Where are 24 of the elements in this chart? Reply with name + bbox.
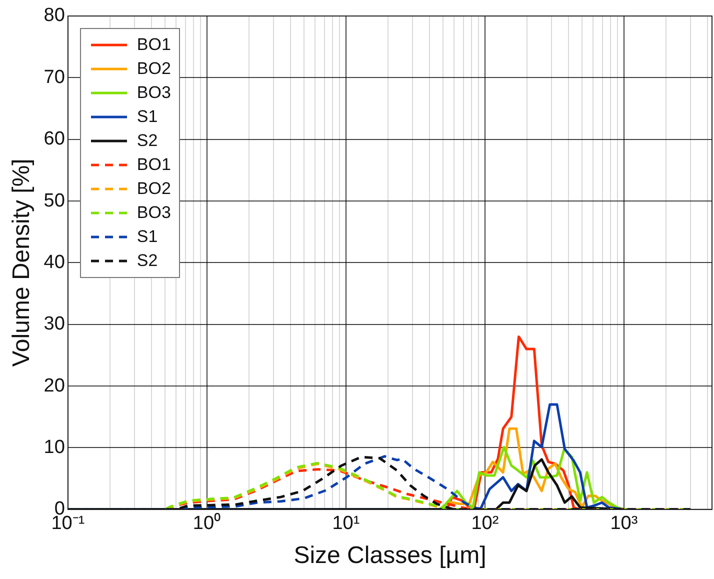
y-tick-label: 70 xyxy=(44,66,65,88)
y-tick-label: 20 xyxy=(44,375,65,396)
legend-label: BO3 xyxy=(136,83,171,103)
legend-label: BO3 xyxy=(136,203,171,223)
x-tick-label: 10¹ xyxy=(332,513,360,534)
legend-label: S1 xyxy=(136,107,158,127)
legend-label: S2 xyxy=(136,131,158,151)
y-tick-label: 40 xyxy=(44,252,65,273)
x-axis-title: Size Classes [µm] xyxy=(294,542,486,570)
y-axis-title: Volume Density [%] xyxy=(8,158,36,367)
y-tick-label: 10 xyxy=(44,436,65,458)
x-tick-label: 10² xyxy=(471,513,499,534)
legend-label: S2 xyxy=(136,251,158,271)
legend-label: BO1 xyxy=(136,155,171,175)
legend-label: BO1 xyxy=(136,35,171,55)
y-tick-label: 50 xyxy=(44,190,65,212)
y-tick-label: 30 xyxy=(44,314,65,335)
y-tick-label: 60 xyxy=(44,128,65,150)
x-tick-label: 10³ xyxy=(610,513,638,534)
legend-label: BO2 xyxy=(136,179,171,199)
legend-label: S1 xyxy=(136,227,158,247)
legend-label: BO2 xyxy=(136,59,171,79)
y-tick-label: 80 xyxy=(44,5,65,26)
x-tick-label: 10⁰ xyxy=(192,512,222,534)
